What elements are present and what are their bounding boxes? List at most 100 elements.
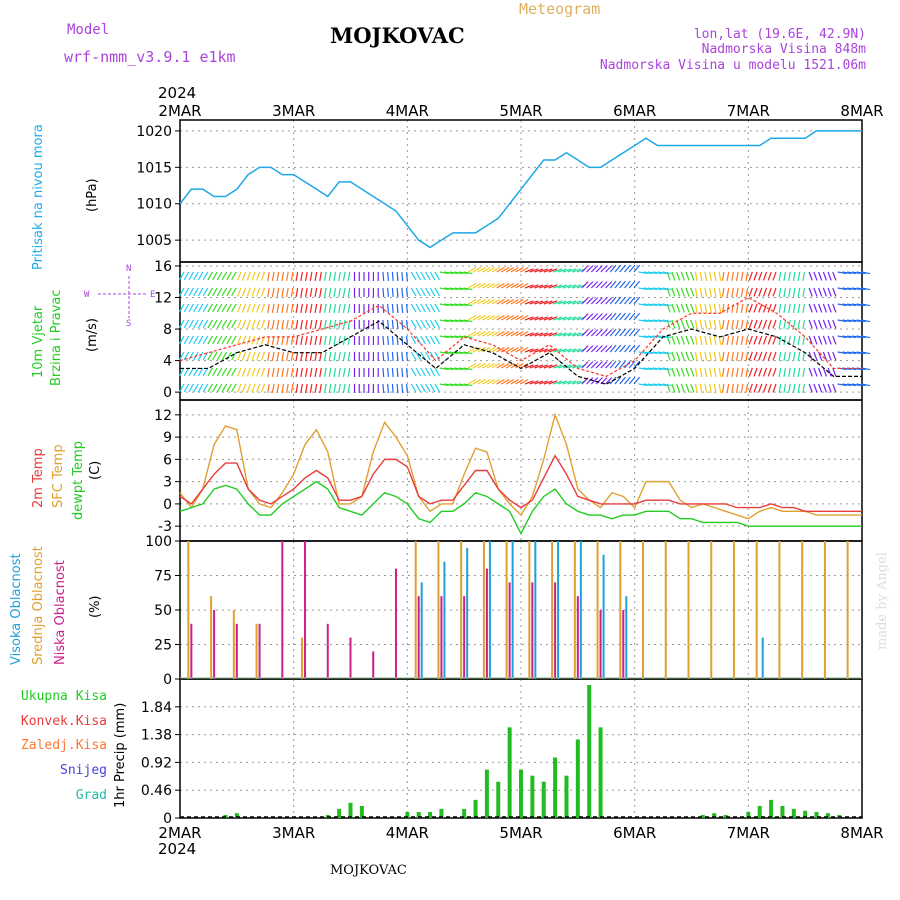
wind-arrow — [290, 303, 294, 313]
wind-arrow — [745, 367, 749, 377]
wind-arrow — [788, 319, 791, 329]
wind-arrow — [590, 281, 599, 289]
wind-arrow — [276, 287, 280, 297]
wind-arrow — [271, 287, 275, 297]
wind-arrow — [260, 287, 266, 297]
wind-arrow — [342, 319, 346, 329]
wind-arrow — [628, 280, 636, 289]
wind-arrow — [694, 335, 698, 345]
wind-arrow — [212, 271, 218, 281]
wind-arrow — [792, 287, 796, 297]
wind-arrow — [718, 351, 722, 361]
wind-arrow — [467, 282, 477, 289]
wind-arrow — [818, 335, 823, 345]
wind-arrow — [221, 367, 228, 377]
wind-arrow — [671, 287, 676, 297]
wind-arrow — [524, 284, 534, 289]
wind-arrow — [202, 335, 209, 345]
wind-arrow — [788, 367, 791, 377]
wind-arrow — [444, 335, 454, 339]
wind-arrow — [193, 335, 199, 345]
wind-arrow — [666, 351, 671, 361]
wind-arrow — [188, 383, 194, 393]
wind-arrow — [207, 367, 213, 377]
wind-arrow — [221, 319, 228, 329]
x-tick-label-top: 7MAR — [727, 102, 770, 120]
wind-arrow — [778, 271, 782, 281]
wind-arrow — [439, 319, 449, 323]
wind-arrow — [505, 330, 515, 337]
wind-arrow — [347, 287, 351, 297]
wind-arrow — [562, 332, 572, 337]
wind-arrow — [600, 361, 608, 369]
wind-arrow — [837, 303, 847, 307]
wind-arrow — [595, 265, 603, 273]
wind-arrow — [652, 335, 662, 339]
wind-arrow — [405, 287, 408, 298]
wind-arrow — [226, 319, 232, 329]
wind-arrow — [463, 303, 473, 307]
wind-arrow — [619, 376, 626, 385]
wind-arrow — [567, 284, 577, 289]
wind-arrow — [581, 361, 589, 369]
wind-arrow — [718, 383, 722, 393]
wind-arrow — [808, 271, 813, 281]
wind-arrow — [557, 332, 567, 337]
wind-arrow — [818, 383, 823, 393]
wind-arrow — [718, 287, 722, 297]
wind-arrow — [633, 376, 641, 385]
precip-bar — [337, 808, 342, 818]
wind-arrow — [333, 351, 337, 361]
wind-arrow — [290, 319, 294, 329]
wind-arrow — [762, 335, 768, 345]
wind-arrow — [753, 383, 758, 393]
x-tick-label-bottom: 3MAR — [272, 824, 315, 842]
wind-arrow — [567, 300, 577, 305]
wind-arrow — [652, 351, 662, 355]
wind-arrow — [731, 351, 734, 361]
wind-arrow — [718, 367, 722, 377]
wind-arrow — [675, 303, 681, 313]
wind-arrows — [178, 264, 871, 394]
wind-arrow — [501, 330, 510, 337]
cloud-bar-mid — [846, 541, 849, 679]
wind-arrow — [405, 335, 408, 346]
wind-arrow — [657, 367, 667, 371]
wind-arrow — [675, 335, 681, 345]
wind-arrow — [425, 335, 431, 345]
wind-arrow — [595, 281, 603, 289]
wind-arrow — [846, 303, 857, 307]
wind-arrow — [439, 383, 449, 387]
cloud-bar-low — [213, 610, 216, 679]
wind-arrow — [666, 287, 671, 297]
wind-arrow — [496, 346, 505, 353]
wind-arrow — [519, 346, 529, 353]
wind-arrow — [267, 303, 270, 313]
wind-arrow — [178, 319, 185, 329]
wind-arrow — [783, 287, 787, 297]
cloud-bar-mid — [710, 541, 713, 679]
wind-arrow — [515, 378, 524, 385]
meteogram-label: Meteogram — [519, 0, 600, 18]
wind-arrow — [623, 328, 631, 337]
wind-arrow — [231, 303, 237, 313]
cloud-axis-titles: Visoka Oblacnost Srednja Oblacnost Niska… — [9, 546, 68, 665]
wind-arrow — [586, 361, 594, 369]
wind-arrow — [449, 383, 459, 387]
wind-arrow — [387, 383, 390, 394]
wind-arrow — [543, 316, 553, 321]
precip-bar — [587, 685, 592, 818]
wind-arrow — [391, 383, 394, 394]
wind-arrow — [197, 351, 204, 361]
wind-arrow — [410, 383, 417, 393]
wind-arrow — [333, 319, 337, 329]
wind-arrow — [338, 303, 341, 313]
cloud-bar-mid — [505, 541, 508, 679]
wind-arrow — [458, 287, 468, 291]
cloud-bar-low — [599, 610, 602, 679]
wind-arrow — [628, 296, 636, 305]
wind-arrow — [690, 383, 695, 393]
wind-axis-title-1: 10m Vjetar — [31, 305, 46, 378]
wind-arrow — [314, 335, 318, 345]
wind-arrow — [797, 271, 801, 281]
